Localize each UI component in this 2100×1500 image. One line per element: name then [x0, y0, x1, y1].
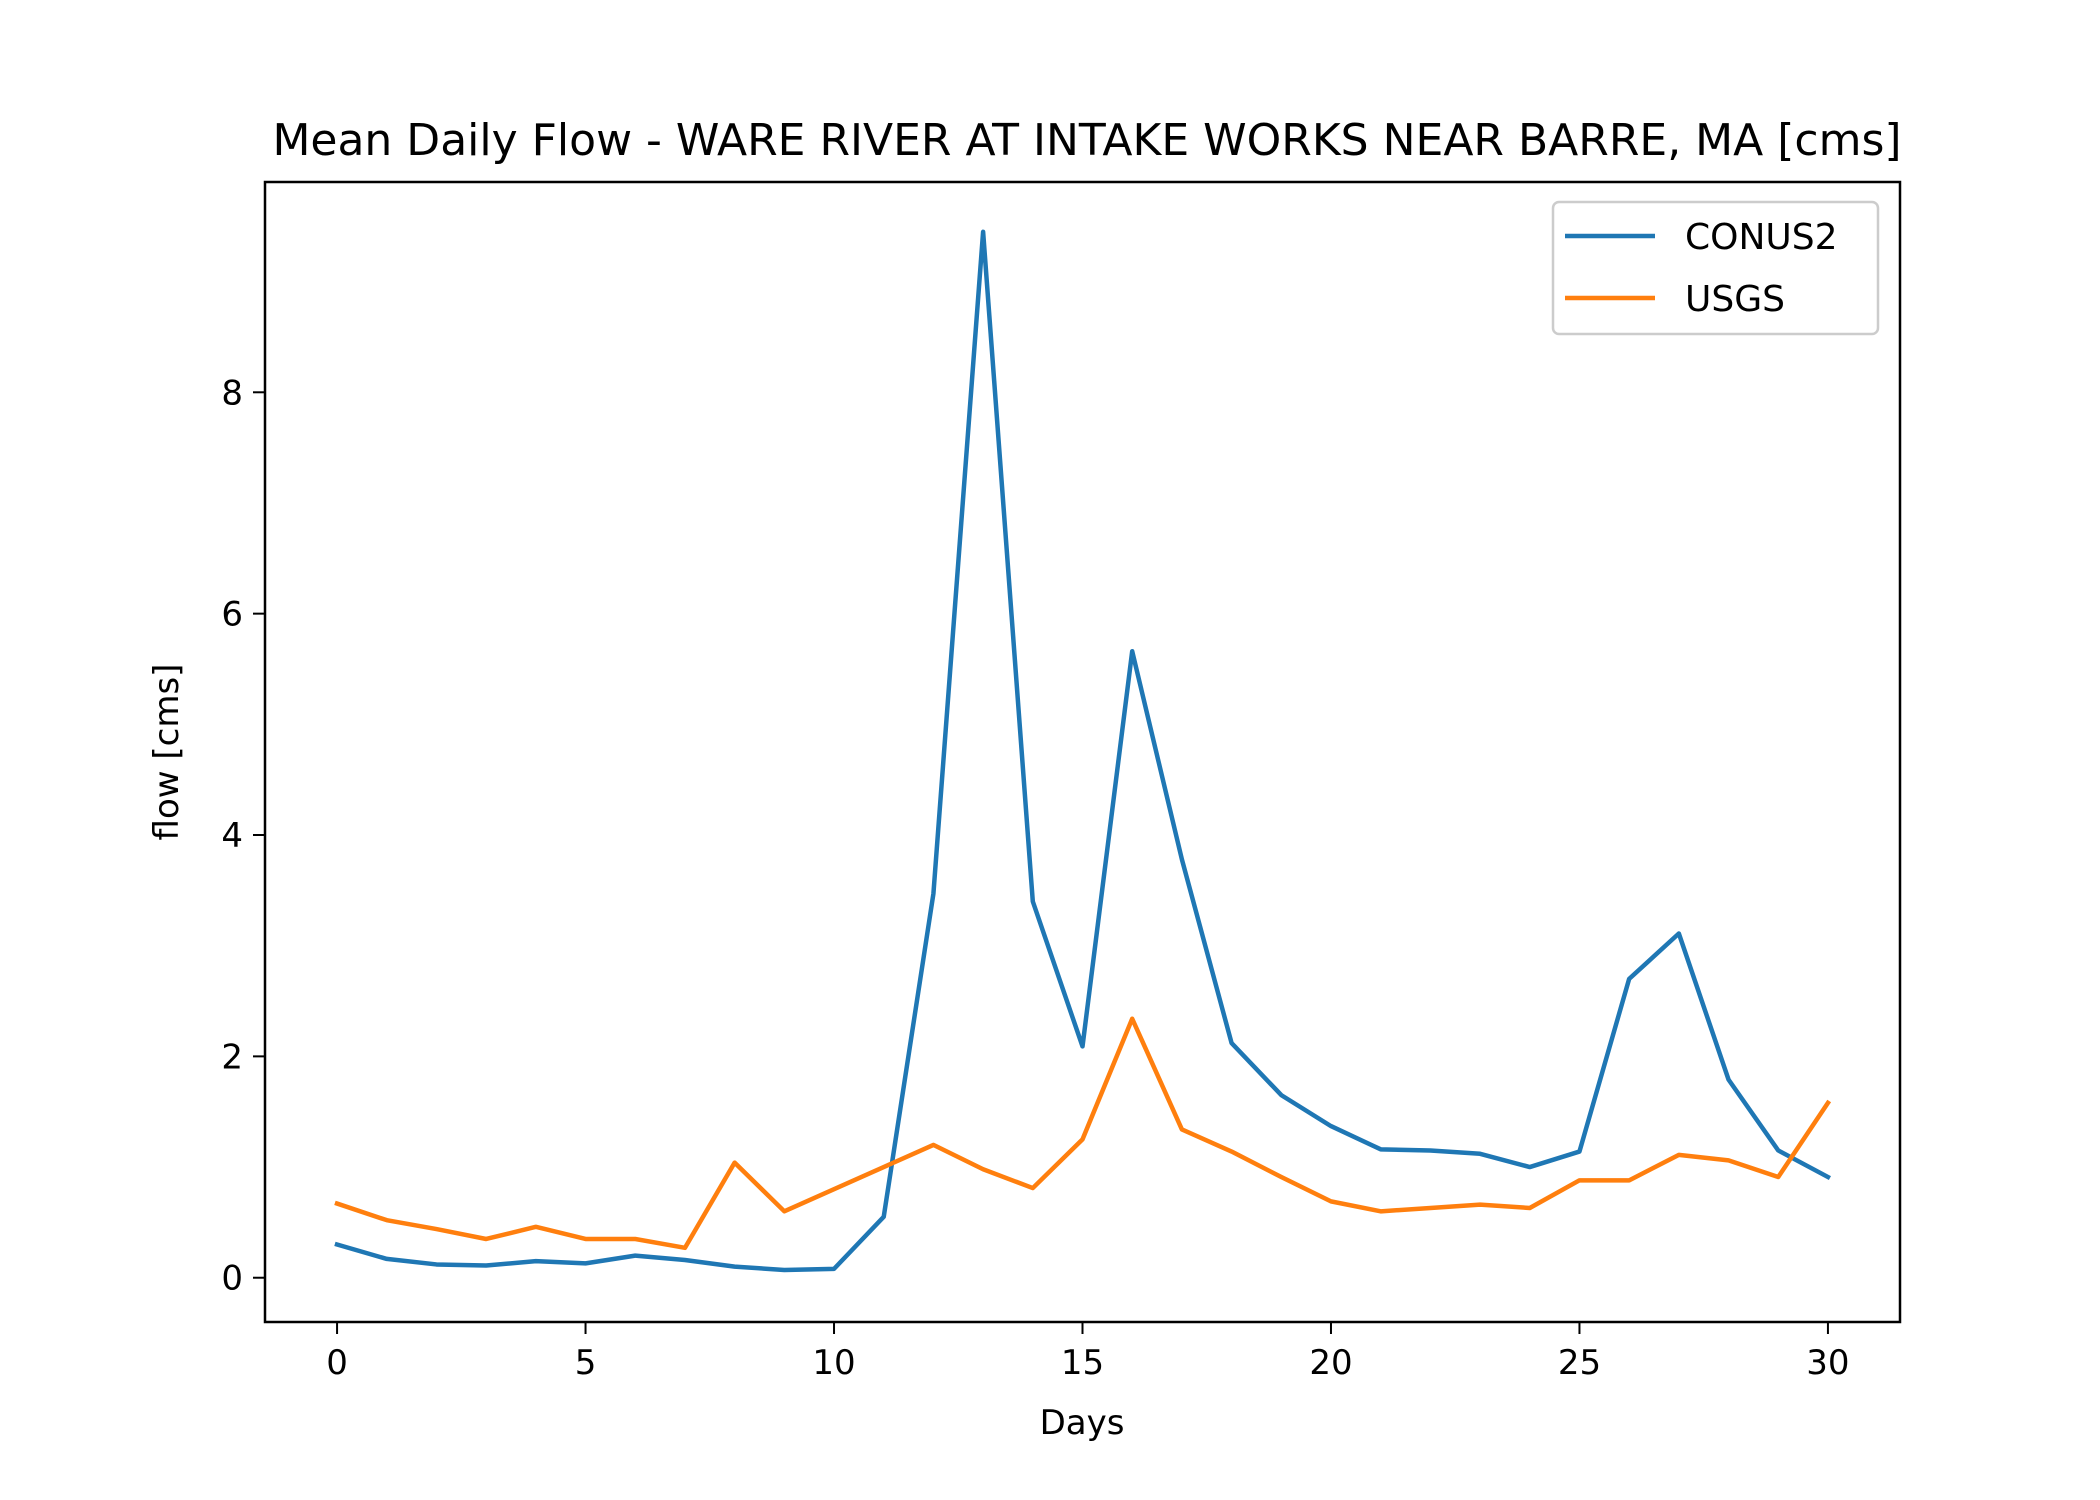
- series-line-usgs: [334, 1016, 1832, 1251]
- series-line-conus2: [334, 229, 1831, 1273]
- chart-title: Mean Daily Flow - WARE RIVER AT INTAKE W…: [272, 115, 1901, 166]
- x-tick-label: 25: [1558, 1343, 1601, 1383]
- x-axis: 0 5 10 15 20 25 30: [326, 1322, 1850, 1383]
- x-axis-label: Days: [1040, 1403, 1125, 1443]
- y-tick-label: 6: [221, 595, 243, 635]
- x-tick-label: 15: [1061, 1343, 1104, 1383]
- x-tick-label: 30: [1806, 1343, 1849, 1383]
- y-tick-label: 2: [221, 1037, 243, 1077]
- series-layer: [334, 229, 1832, 1273]
- x-tick-label: 5: [575, 1343, 597, 1383]
- y-tick-label: 0: [221, 1259, 243, 1299]
- y-tick-label: 4: [221, 816, 243, 856]
- legend-label-usgs: USGS: [1685, 279, 1785, 320]
- y-tick-label: 8: [221, 373, 243, 413]
- x-tick-label: 20: [1309, 1343, 1352, 1383]
- y-axis: 0 2 4 6 8: [221, 373, 265, 1299]
- x-tick-label: 0: [326, 1343, 348, 1383]
- y-axis-label: flow [cms]: [147, 664, 187, 841]
- legend-label-conus2: CONUS2: [1685, 217, 1838, 258]
- legend: CONUS2 USGS: [1551, 200, 1880, 336]
- x-tick-label: 10: [812, 1343, 855, 1383]
